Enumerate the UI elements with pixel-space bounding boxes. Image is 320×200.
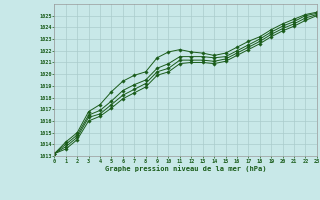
X-axis label: Graphe pression niveau de la mer (hPa): Graphe pression niveau de la mer (hPa) xyxy=(105,165,266,172)
